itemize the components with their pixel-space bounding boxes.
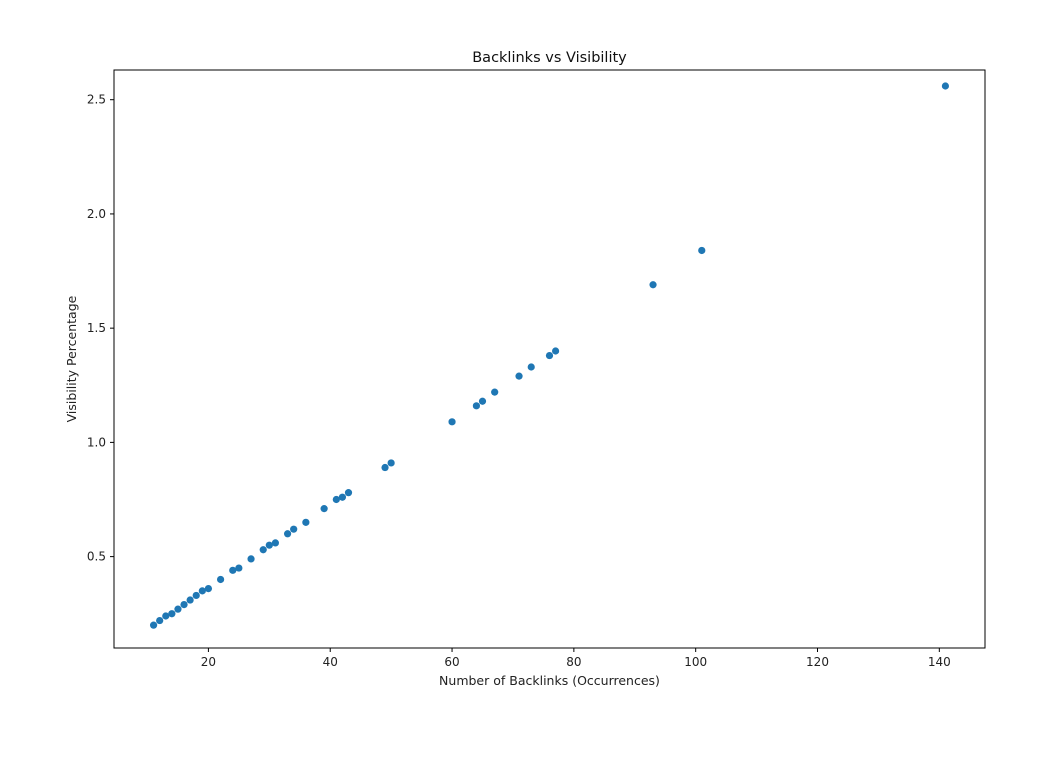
data-point [162, 612, 170, 620]
x-tick-label: 40 [323, 655, 338, 669]
data-point [229, 566, 237, 574]
data-point [180, 600, 188, 609]
chart-title: Backlinks vs Visibility [472, 50, 627, 66]
x-tick-label: 100 [684, 655, 707, 669]
x-tick-label: 140 [928, 655, 951, 669]
data-point [387, 459, 395, 467]
data-point [941, 82, 950, 90]
data-point [545, 351, 554, 360]
x-axis-title: Number of Backlinks (Occurrences) [439, 673, 660, 688]
data-point [247, 555, 255, 563]
data-point [259, 546, 267, 554]
data-point [527, 363, 535, 371]
x-tick-label: 120 [806, 655, 829, 669]
data-point [265, 541, 273, 549]
data-point [515, 372, 523, 380]
data-point [235, 564, 243, 572]
data-point [204, 585, 213, 593]
y-tick-label: 0.5 [87, 550, 106, 564]
x-tick-label: 20 [201, 655, 216, 669]
y-tick-label: 1.5 [87, 321, 106, 335]
data-point [302, 518, 310, 526]
data-point [338, 493, 347, 501]
data-point [290, 525, 298, 533]
y-axis-ticks: 0.5 1.0 1.5 2.0 2.5 [87, 93, 114, 564]
x-tick-label: 80 [566, 655, 581, 669]
data-point [156, 616, 164, 625]
y-tick-label: 1.0 [87, 435, 106, 449]
data-point [271, 539, 280, 547]
data-point [174, 605, 182, 613]
data-point [283, 530, 292, 538]
data-point [192, 591, 200, 600]
data-point [472, 402, 481, 410]
data-point [551, 347, 560, 355]
data-point [320, 505, 328, 513]
plot-frame [113, 69, 986, 649]
data-point [381, 463, 389, 472]
data-point [149, 621, 158, 629]
data-point [198, 587, 206, 595]
data-point [478, 397, 487, 405]
y-tick-label: 2.0 [87, 207, 106, 221]
data-point [649, 281, 657, 289]
y-axis-title: Visibility Percentage [64, 295, 79, 422]
data-point [448, 418, 456, 426]
x-axis-ticks: 20 40 60 80 100 120 140 [201, 648, 951, 669]
data-point [698, 246, 706, 255]
y-tick-label: 2.5 [87, 93, 106, 107]
data-point [491, 388, 499, 396]
data-point [168, 610, 176, 618]
data-point [344, 489, 353, 497]
x-tick-label: 60 [444, 655, 459, 669]
data-point [216, 575, 225, 584]
data-points [149, 82, 950, 629]
data-point [332, 495, 340, 504]
data-point [186, 596, 194, 604]
